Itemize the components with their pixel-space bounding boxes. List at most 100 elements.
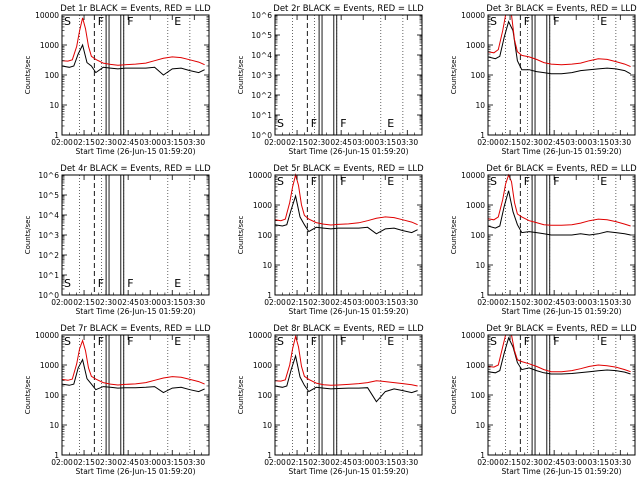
y-tick-label: 1 (480, 131, 485, 140)
x-tick-label: 02:15 (73, 138, 95, 147)
series-line-lld (487, 173, 631, 227)
series-line-events (61, 358, 205, 394)
x-tick-label: 03:00 (139, 298, 161, 307)
x-tick-label: 02:30 (308, 298, 330, 307)
y-tick-label: 1000 (40, 41, 59, 50)
series-line-lld (61, 17, 205, 66)
panel-title: Det 6r BLACK = Events, RED = LLD (486, 164, 637, 174)
x-tick-label: 03:15 (374, 458, 396, 467)
marker-label-s: S (277, 175, 284, 188)
series-line-lld (61, 338, 205, 386)
x-tick-label: 02:00 (51, 458, 73, 467)
x-axis-label: Start Time (26-Jun-15 01:59:20) (502, 147, 622, 156)
panel-1: 1 10 100 1000 10000 02:00 02:15 02:30 02:45 03:00… (24, 4, 211, 156)
x-axis-label: Start Time (26-Jun-15 01:59:20) (76, 307, 196, 316)
marker-label-s: S (64, 335, 71, 348)
x-axis-label: Start Time (26-Jun-15 01:59:20) (76, 147, 196, 156)
x-tick-label: 02:30 (95, 298, 117, 307)
y-tick-label: 10 (475, 261, 485, 270)
y-tick-label: 100 (471, 231, 486, 240)
y-tick-label: 10 (475, 101, 485, 110)
y-axis-label: Counts/sec (237, 376, 245, 415)
y-axis-label: Counts/sec (237, 56, 245, 95)
x-tick-label: 02:30 (521, 298, 543, 307)
x-tick-label: 02:45 (330, 298, 352, 307)
marker-label-f: F (553, 335, 559, 348)
y-tick-label: 100 (471, 391, 486, 400)
x-tick-label: 02:45 (330, 138, 352, 147)
y-tick-label: 1000 (253, 361, 272, 370)
marker-label-f: F (98, 277, 104, 290)
series-line-events (274, 354, 418, 403)
x-axis-label: Start Time (26-Jun-15 01:59:20) (502, 307, 622, 316)
marker-label-f: F (127, 335, 133, 348)
x-axis-label: Start Time (26-Jun-15 01:59:20) (289, 467, 409, 476)
series-line-events (61, 43, 205, 76)
x-tick-label: 02:30 (95, 138, 117, 147)
x-tick-label: 03:00 (352, 138, 374, 147)
plot-frame (274, 14, 423, 136)
y-tick-label: 10^0 (251, 131, 272, 140)
x-tick-label: 03:30 (183, 458, 205, 467)
y-tick-label: 10 (49, 101, 59, 110)
y-tick-label: 10^4 (251, 51, 272, 60)
marker-label-f: F (311, 175, 317, 188)
marker-label-e: E (174, 277, 181, 290)
x-tick-label: 02:15 (286, 458, 308, 467)
y-tick-label: 10000 (461, 331, 485, 340)
panel-7: 1 10 100 1000 10000 02:00 02:15 02:30 02:45 03:00… (24, 324, 211, 476)
marker-label-f: F (311, 335, 317, 348)
y-tick-label: 100 (258, 231, 273, 240)
y-tick-label: 1000 (466, 201, 485, 210)
y-tick-label: 10^4 (38, 211, 59, 220)
y-tick-label: 10^6 (38, 171, 59, 180)
x-tick-label: 02:00 (264, 298, 286, 307)
y-tick-label: 10^3 (38, 231, 59, 240)
x-tick-label: 02:00 (477, 458, 499, 467)
marker-label-e: E (600, 15, 607, 28)
marker-label-f: F (524, 335, 530, 348)
marker-label-s: S (64, 277, 71, 290)
y-tick-label: 10000 (461, 171, 485, 180)
x-tick-label: 02:00 (477, 138, 499, 147)
x-tick-label: 02:45 (543, 298, 565, 307)
marker-label-e: E (600, 335, 607, 348)
panel-title: Det 1r BLACK = Events, RED = LLD (60, 4, 211, 14)
marker-label-f: F (98, 335, 104, 348)
panel-title: Det 2r BLACK = Events, RED = LLD (273, 4, 424, 14)
y-tick-label: 1 (267, 291, 272, 300)
x-tick-label: 02:15 (499, 138, 521, 147)
x-tick-label: 02:15 (73, 458, 95, 467)
marker-label-f: F (553, 15, 559, 28)
x-tick-label: 02:00 (264, 458, 286, 467)
x-tick-label: 02:30 (308, 458, 330, 467)
x-axis-label: Start Time (26-Jun-15 01:59:20) (502, 467, 622, 476)
marker-label-f: F (127, 277, 133, 290)
y-tick-label: 1 (267, 451, 272, 460)
x-tick-label: 03:15 (161, 458, 183, 467)
marker-label-e: E (174, 335, 181, 348)
x-tick-label: 03:00 (565, 298, 587, 307)
y-tick-label: 1000 (466, 361, 485, 370)
panel-title: Det 8r BLACK = Events, RED = LLD (273, 324, 424, 334)
marker-label-e: E (387, 335, 394, 348)
y-tick-label: 10^5 (251, 31, 272, 40)
y-axis-label: Counts/sec (237, 216, 245, 255)
panel-title: Det 4r BLACK = Events, RED = LLD (60, 164, 211, 174)
marker-label-e: E (387, 117, 394, 130)
y-tick-label: 10^2 (38, 251, 59, 260)
x-tick-label: 03:00 (139, 138, 161, 147)
panel-5: 1 10 100 1000 10000 02:00 02:15 02:30 02:45 03:00… (237, 164, 424, 316)
x-tick-label: 03:15 (587, 138, 609, 147)
y-tick-label: 100 (45, 391, 60, 400)
y-tick-label: 100 (471, 71, 486, 80)
x-tick-label: 02:30 (521, 138, 543, 147)
x-tick-label: 03:15 (587, 458, 609, 467)
y-tick-label: 1 (54, 451, 59, 460)
x-tick-label: 03:00 (139, 458, 161, 467)
y-axis-label: Counts/sec (24, 56, 32, 95)
x-tick-label: 02:30 (95, 458, 117, 467)
y-tick-label: 10000 (248, 171, 272, 180)
series-line-events (487, 20, 631, 75)
marker-label-s: S (490, 15, 497, 28)
